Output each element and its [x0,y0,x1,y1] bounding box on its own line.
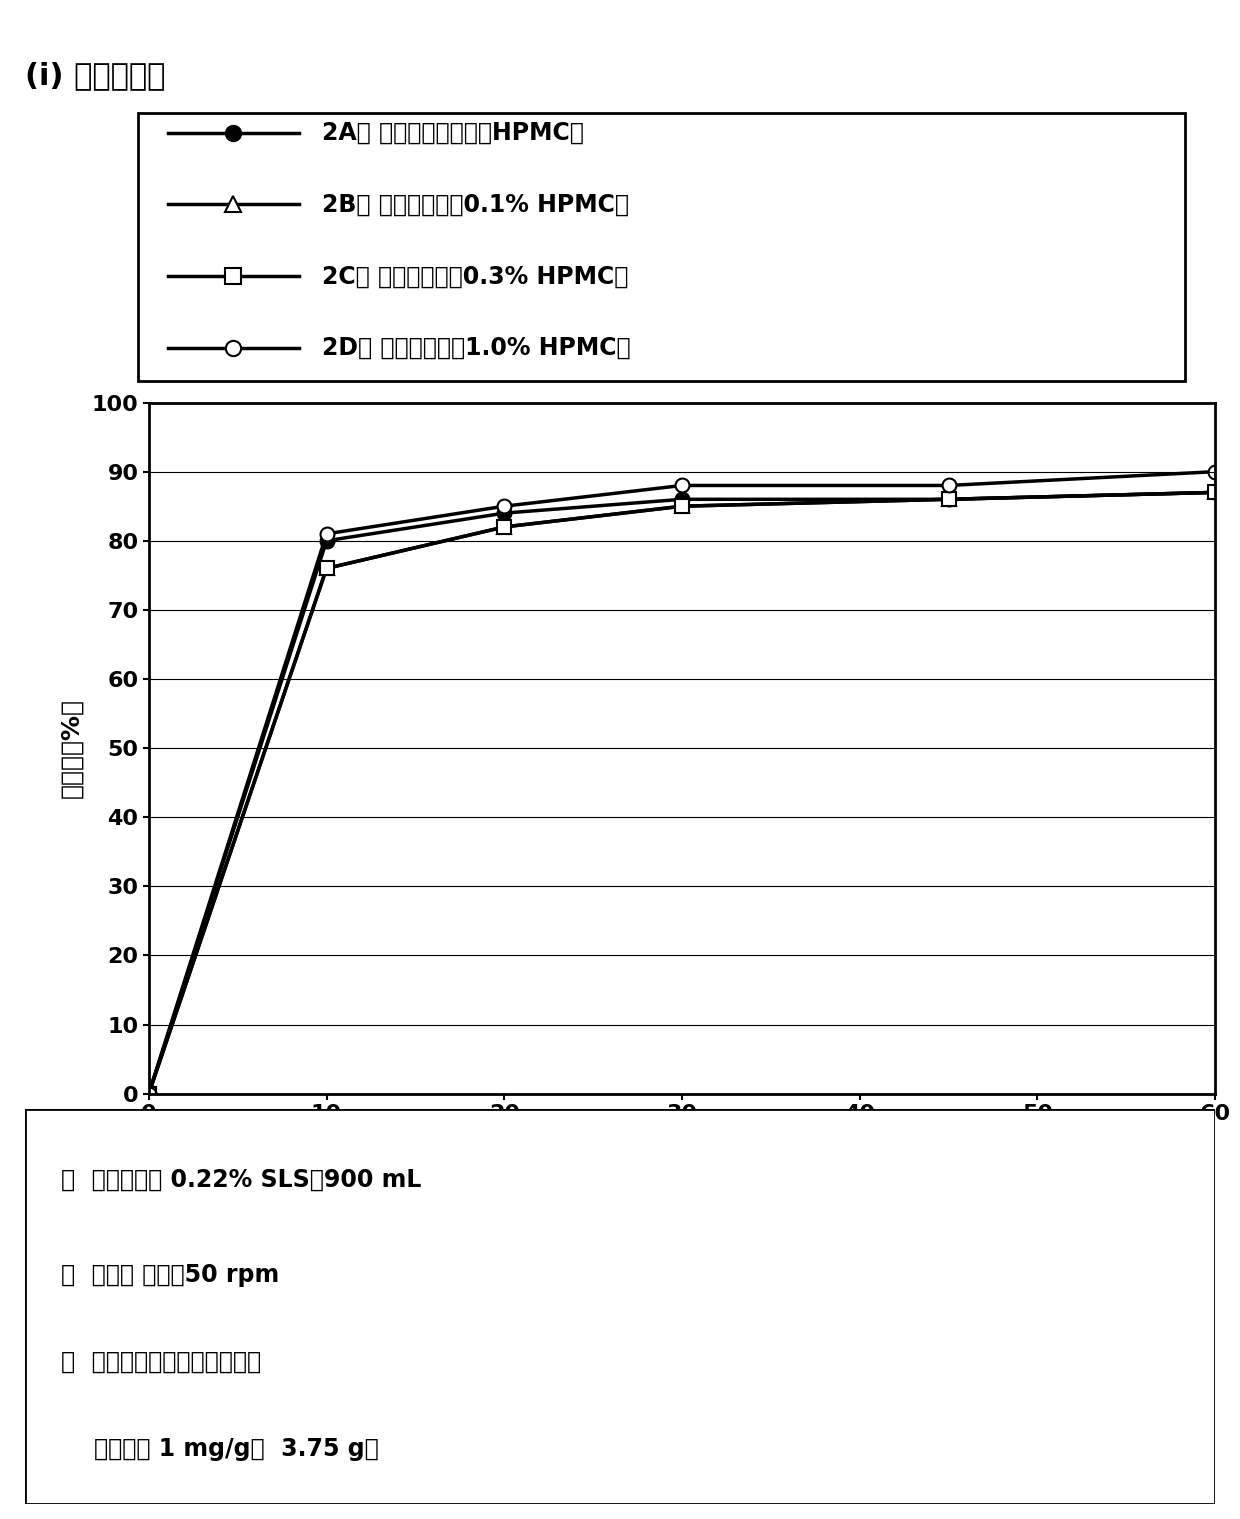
FancyBboxPatch shape [25,1109,1215,1504]
Text: 2D： 混悬糖浆剂（1.0% HPMC）: 2D： 混悬糖浆剂（1.0% HPMC） [322,336,631,360]
FancyBboxPatch shape [138,112,1185,381]
Text: （混悬剂 1 mg/g：  3.75 g）: （混悬剂 1 mg/g： 3.75 g） [61,1437,378,1460]
Text: 2B： 混悬糖浆剂（0.1% HPMC）: 2B： 混悬糖浆剂（0.1% HPMC） [322,193,630,216]
Text: (i) 刚刚制造后: (i) 刚刚制造后 [25,61,165,90]
Text: ・  预先用溢出介质稀释后装入: ・ 预先用溢出介质稀释后装入 [61,1350,260,1373]
Text: ・  方法： 桨法，50 rpm: ・ 方法： 桨法，50 rpm [61,1262,279,1287]
Text: 2A： 混悬糖浆剂（不含HPMC）: 2A： 混悬糖浆剂（不含HPMC） [322,120,584,144]
Y-axis label: 溶出度（%）: 溶出度（%） [60,699,83,797]
X-axis label: 时间（分钟）: 时间（分钟） [637,1135,727,1159]
Text: ・  溢出介质： 0.22% SLS，900 mL: ・ 溢出介质： 0.22% SLS，900 mL [61,1168,420,1192]
Text: 2C： 混悬糖浆剂（0.3% HPMC）: 2C： 混悬糖浆剂（0.3% HPMC） [322,264,629,289]
